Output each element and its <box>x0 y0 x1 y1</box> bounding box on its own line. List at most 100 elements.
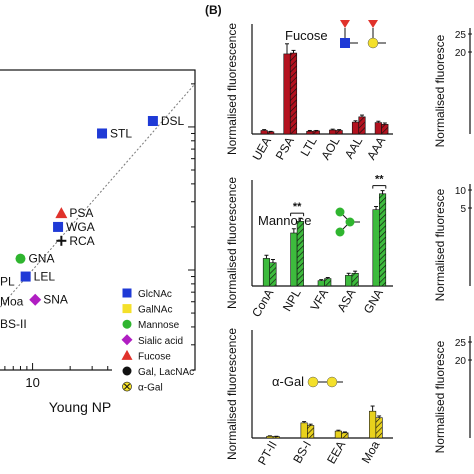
bar <box>351 121 360 135</box>
legend-label: GalNAc <box>138 305 172 316</box>
bar-category-label: ConA <box>249 287 276 320</box>
scatter-point <box>15 253 26 264</box>
scatter-point <box>20 271 31 282</box>
bar-category-label: UEA <box>250 135 274 163</box>
bar-panel-title: Fucose <box>285 28 328 43</box>
legend-marker <box>122 304 132 314</box>
scatter-x-tick-label: 10 <box>25 375 39 390</box>
bar-category-label: LTL <box>298 134 320 158</box>
bar <box>283 53 291 135</box>
bar <box>335 130 343 135</box>
significance-label: ** <box>375 174 384 186</box>
scatter-point <box>56 235 67 246</box>
bar <box>262 258 271 287</box>
legend-label: Gal, LacNAc <box>138 367 194 378</box>
bar <box>289 52 298 135</box>
bar <box>272 436 280 439</box>
bar <box>351 272 359 287</box>
bar <box>266 435 274 439</box>
bar <box>307 425 315 439</box>
scatter-point <box>147 116 158 127</box>
bar <box>312 130 320 135</box>
legend-label: α-Gal <box>138 383 163 394</box>
bar-y-axis-label: Normalised fluorescence <box>225 23 239 155</box>
diagonal-line <box>0 83 196 309</box>
scatter-point-label: LEL <box>34 270 56 284</box>
bar <box>372 209 380 287</box>
bar <box>260 130 268 135</box>
bar <box>267 131 275 135</box>
bar-category-label: AAL <box>342 134 366 161</box>
scatter-point-label: BS-II <box>0 317 27 331</box>
fucose-icon <box>368 20 378 28</box>
bar <box>306 131 314 135</box>
scatter-point-label: STL <box>110 126 132 140</box>
right-edge-tick-label: 25 <box>455 338 467 349</box>
bar-category-label: AOL <box>318 134 342 162</box>
scatter-point <box>55 207 68 219</box>
mannose-icon <box>345 217 355 227</box>
bar <box>300 422 308 439</box>
right-edge-tick-label: 20 <box>455 48 467 59</box>
bar <box>345 275 353 287</box>
legend-marker <box>122 319 132 329</box>
legend-label: Fucose <box>138 351 171 362</box>
bar-category-label: PT-II <box>255 439 280 468</box>
bar-category-label: VFA <box>308 287 331 314</box>
scatter-plot-frame <box>0 69 196 371</box>
bar <box>317 280 325 287</box>
bar-category-label: NPL <box>280 286 304 313</box>
scatter-point <box>29 293 42 306</box>
right-edge-y-label: Normalised fluoresce <box>433 340 447 453</box>
legend-marker <box>122 381 132 392</box>
bar-panel-title: α-Gal <box>272 374 304 389</box>
bar <box>324 278 332 287</box>
bar <box>374 122 382 135</box>
bar-category-label: Moa <box>359 438 383 465</box>
scatter-point-label: PL <box>0 275 15 289</box>
legend-marker <box>122 288 132 298</box>
bar-category-label: EEA <box>324 439 348 467</box>
right-edge-panels: 25 20 Normalised fluoresce 10 5 Normalised fl… <box>433 28 472 453</box>
legend-label: Mannose <box>138 320 180 331</box>
scatter-point-label: GNA <box>28 252 54 266</box>
legend-marker <box>121 334 133 346</box>
scatter-point <box>53 221 64 232</box>
bar <box>381 124 389 135</box>
bar <box>329 129 337 135</box>
legend-label: Sialic acid <box>138 336 183 347</box>
scatter-point-label: WGA <box>66 220 95 234</box>
bar <box>358 116 366 135</box>
bar <box>334 430 342 439</box>
scatter-point <box>97 128 108 139</box>
right-edge-y-label: Normalised fluoresce <box>433 188 447 301</box>
bar-y-axis-label: Normalised fluorescence <box>225 328 239 460</box>
bar <box>369 410 377 439</box>
bar <box>290 232 298 287</box>
bar-category-label: ASA <box>334 287 358 315</box>
bar <box>375 417 383 439</box>
legend-label: GlcNAc <box>138 289 172 300</box>
panel-b-label: (B) <box>205 3 222 17</box>
right-edge-y-label: Normalised fluoresce <box>433 34 447 147</box>
galactose-icon <box>307 376 319 388</box>
bar-panel: Normalised fluorescence α-Gal PT-II BS-I EEA… <box>225 328 393 468</box>
right-edge-tick-label: 20 <box>455 356 467 367</box>
scatter-point-label: RCA <box>69 234 94 248</box>
scatter-point-label: PSA <box>69 206 93 220</box>
legend-marker <box>122 366 132 376</box>
glycan-icons <box>307 20 386 388</box>
galactose-icon <box>326 376 338 388</box>
right-edge-tick-label: 25 <box>455 30 467 41</box>
right-edge-tick-label: 10 <box>455 186 467 197</box>
bar-category-label: BS-I <box>290 439 314 466</box>
bar-category-label: GNA <box>361 287 386 317</box>
legend-marker <box>121 349 133 360</box>
glcnac-icon <box>340 38 350 48</box>
scatter-point-label: Moa <box>0 295 24 309</box>
bar-category-label: PSA <box>273 135 297 163</box>
scatter-point-label: DSL <box>161 114 185 128</box>
